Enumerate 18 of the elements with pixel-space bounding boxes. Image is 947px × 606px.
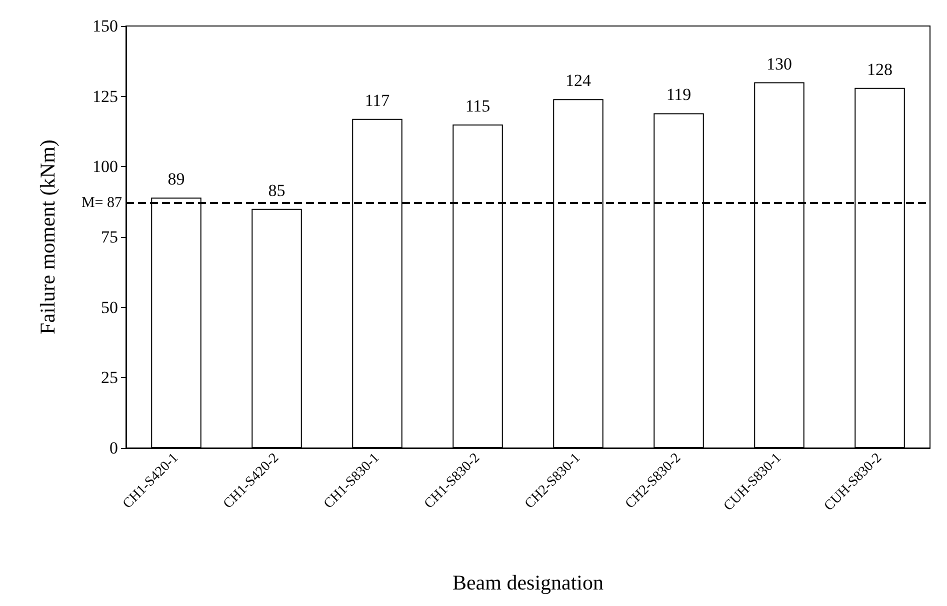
data-label: 119	[666, 85, 692, 104]
y-tick-label: 125	[92, 86, 118, 106]
y-tick-label: 0	[110, 438, 118, 458]
data-label: 124	[566, 71, 592, 90]
data-label: 130	[766, 54, 792, 74]
data-label: 115	[465, 96, 490, 116]
y-tick-label: 150	[92, 16, 118, 36]
y-tick-label: 75	[101, 228, 118, 246]
y-axis-title: Failure moment (kNm)	[36, 140, 60, 334]
data-label: 85	[268, 180, 286, 200]
y-tick-label: 50	[101, 298, 118, 317]
y-tick-label: 100	[92, 157, 118, 176]
data-label: 117	[364, 90, 390, 110]
y-tick-label: 25	[101, 368, 118, 388]
data-label: 128	[867, 60, 892, 79]
data-label: 89	[168, 170, 185, 189]
x-axis-title: Beam designation	[452, 570, 604, 594]
ref-line-label: M= 87	[81, 195, 122, 212]
